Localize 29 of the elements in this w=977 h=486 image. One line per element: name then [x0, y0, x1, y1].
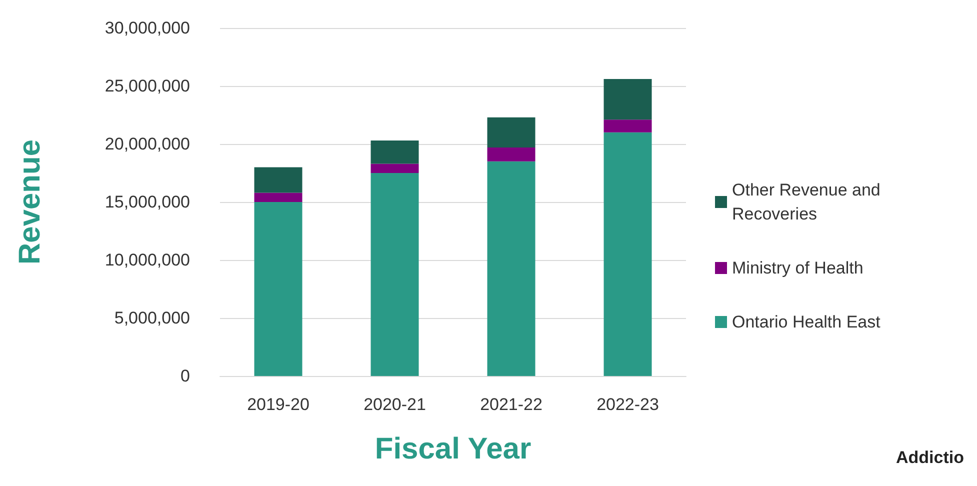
text: Addictio — [896, 448, 964, 467]
bar — [604, 79, 652, 120]
bar — [487, 117, 536, 148]
y-tick-label: 30,000,000 — [104, 18, 190, 38]
bar — [370, 173, 419, 376]
bar — [604, 132, 652, 376]
y-tick-label: 15,000,000 — [104, 192, 190, 212]
y-axis-title: Revenue — [14, 139, 46, 265]
y-tick-label: 10,000,000 — [104, 250, 190, 270]
x-tick-label: 2021-22 — [480, 395, 542, 414]
bar — [254, 192, 302, 202]
bar — [487, 161, 536, 376]
x-tick-label: 2019-20 — [247, 395, 310, 414]
bar — [254, 167, 302, 193]
legend-label: Other Revenue and Recoveries — [732, 180, 886, 224]
bar — [604, 120, 652, 132]
legend-label: Ontario Health East — [732, 312, 881, 332]
y-tick-label: 0 — [180, 366, 190, 386]
bar — [370, 140, 419, 164]
bar — [254, 202, 302, 376]
bar — [487, 147, 536, 162]
bar — [370, 164, 419, 173]
x-tick-label: 2022-23 — [596, 395, 659, 414]
legend-label: Ministry of Health — [732, 258, 864, 278]
y-tick-label: 5,000,000 — [114, 308, 190, 328]
x-axis-title: Fiscal Year — [374, 432, 532, 466]
x-tick-label: 2020-21 — [364, 395, 426, 414]
y-tick-label: 20,000,000 — [104, 134, 190, 154]
y-tick-label: 25,000,000 — [104, 76, 190, 96]
